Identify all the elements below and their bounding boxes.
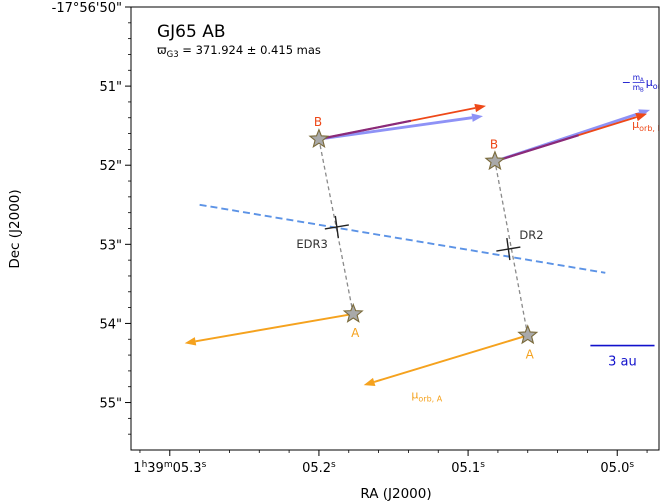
epoch-label: EDR3: [296, 237, 327, 251]
star-a: [517, 324, 539, 345]
star-b: [308, 128, 330, 149]
x-tick-label: 05.1s: [451, 460, 485, 476]
orbit-a-arrow: [184, 312, 354, 346]
scale-bar-label: 3 au: [608, 355, 637, 370]
epoch-label: DR2: [519, 228, 543, 242]
orbit-a-arrow: [363, 334, 529, 386]
ticks-layer: -17°56'50" 51" 52" 53" 54" 55" 1h39m05.3s 05.2s…: [52, 1, 648, 476]
connector-line: [318, 138, 354, 315]
orbit-a-arrow-shaft: [373, 334, 529, 383]
epoch-dr2: A B DR2: [363, 109, 651, 386]
orbit-overlap-line: [494, 134, 579, 163]
y-tick-label: -17°56'50": [52, 1, 122, 16]
orbit-b-scaled-arrow: [318, 113, 483, 141]
ratio-sign: −: [622, 76, 631, 89]
plot-area: [131, 7, 659, 450]
orbit-b-scaled-arrow-head: [471, 113, 483, 122]
epoch-edr3: A B EDR3: [184, 103, 486, 346]
barycenter-cross: [496, 237, 521, 261]
y-tick-label: 53": [99, 238, 122, 253]
barycenter-proper-motion-line: [199, 203, 606, 274]
component-label-b: B: [490, 137, 498, 151]
y-tick-label: 52": [99, 159, 122, 174]
component-label-a: A: [526, 347, 535, 361]
chart-title: GJ65 AB: [157, 22, 226, 42]
y-tick-label: 55": [99, 397, 122, 412]
x-tick-label: 1h39m05.3s: [133, 460, 206, 476]
y-tick-label: 51": [99, 80, 122, 95]
barycenter-cross-v: [506, 237, 511, 261]
barycenter-cross-v: [334, 215, 340, 239]
star-b: [484, 150, 506, 171]
y-tick-label: 54": [99, 317, 122, 332]
orbit-b-scaled-arrow-shaft: [318, 116, 473, 141]
orbit-b-arrow-head: [635, 113, 648, 122]
orbit-a-arrow-head: [363, 377, 376, 386]
orbit-a-arrow-shaft: [195, 312, 354, 343]
ratio-denominator: mB: [633, 83, 644, 94]
x-axis-title: RA (J2000): [360, 486, 431, 502]
x-tick-label: 05.2s: [302, 460, 336, 476]
orbit-a-arrow-head: [184, 337, 197, 346]
scale-bar: 3 au: [590, 344, 655, 370]
component-label-b: B: [314, 115, 322, 129]
orbit-overlap-line: [318, 119, 412, 141]
star-a: [342, 302, 364, 323]
barycenter-cross: [324, 215, 349, 239]
parallax-subtitle: ϖG3 = 371.924 ± 0.415 mas: [157, 43, 321, 60]
component-label-a: A: [351, 326, 360, 340]
orbit-b-arrow-head: [474, 103, 486, 113]
ratio-numerator: mA: [633, 73, 644, 84]
x-tick-label: 05.0s: [600, 460, 634, 476]
connector-line: [494, 161, 529, 336]
y-axis-title: Dec (J2000): [7, 189, 23, 268]
